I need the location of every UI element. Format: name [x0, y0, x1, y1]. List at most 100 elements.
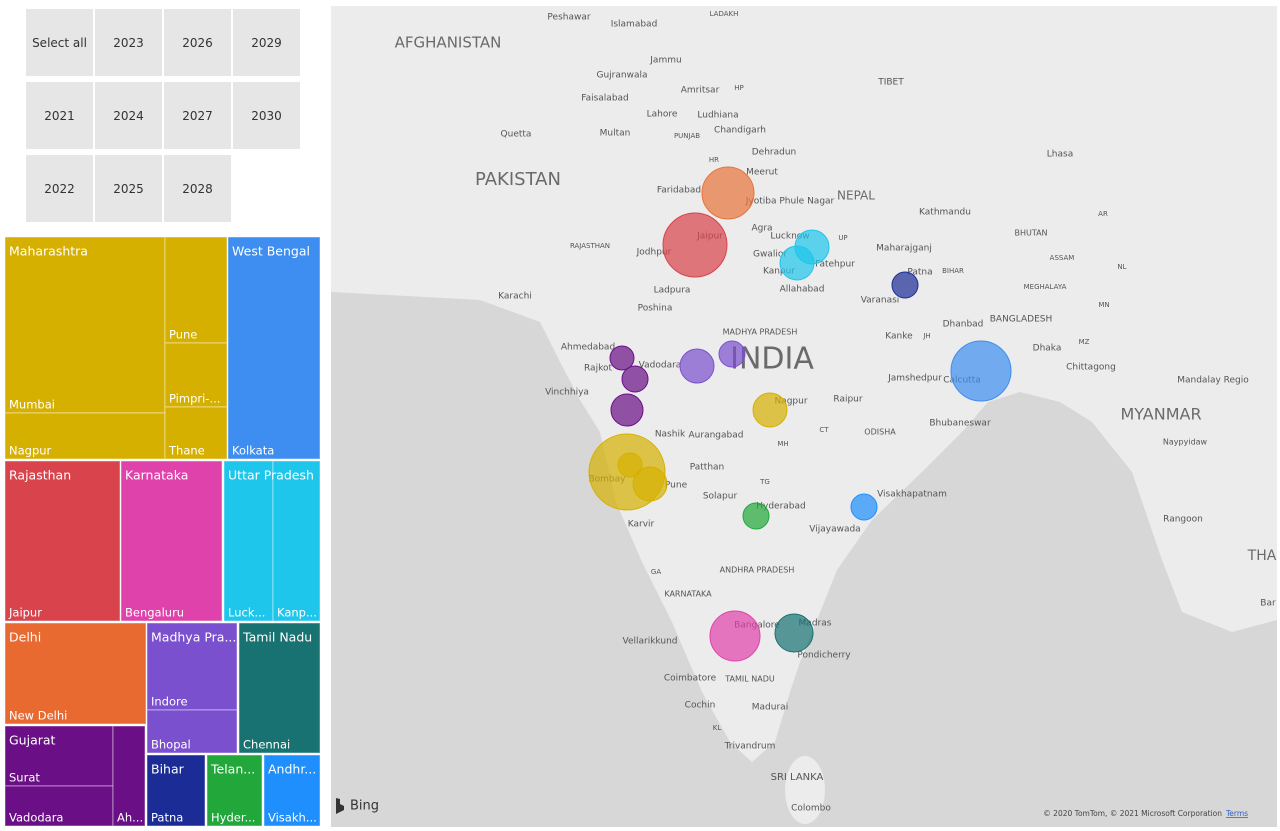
map-label: Dhaka — [1033, 344, 1062, 354]
map-bubble[interactable] — [709, 610, 761, 662]
map-bubble[interactable] — [610, 393, 644, 427]
map-label: HP — [734, 84, 744, 92]
treemap-cell[interactable] — [4, 236, 166, 414]
map-label: Jammu — [649, 56, 681, 66]
map-bubble[interactable] — [679, 348, 715, 384]
treemap-cell[interactable] — [164, 406, 228, 460]
treemap-cell[interactable] — [4, 622, 147, 725]
treemap-cell[interactable] — [146, 709, 238, 754]
treemap-city-label: Pune — [169, 328, 197, 342]
map-label: Patthan — [690, 463, 725, 473]
map-label: Jodhpur — [636, 248, 672, 258]
map-bubble[interactable] — [950, 340, 1012, 402]
map-label: Kanpur — [763, 267, 795, 277]
sri-lanka — [785, 756, 825, 824]
map-label: Poshina — [638, 304, 673, 314]
treemap-cell[interactable] — [263, 754, 320, 827]
treemap-cell[interactable] — [223, 460, 274, 622]
map-bubble[interactable] — [718, 340, 746, 368]
treemap-cell[interactable] — [146, 622, 238, 711]
map-label: Lhasa — [1047, 150, 1073, 160]
map-label: Nashik — [655, 430, 686, 440]
treemap-group-label: Gujarat — [9, 733, 56, 748]
treemap-city-label: Kanp... — [277, 606, 317, 620]
map-bubble[interactable] — [632, 466, 668, 502]
map-bubble[interactable] — [617, 452, 643, 478]
treemap-cell[interactable] — [164, 236, 228, 344]
slicer-tile[interactable]: 2021 — [26, 82, 93, 149]
slicer-tile[interactable]: 2028 — [164, 155, 231, 222]
treemap-group-label: Uttar Pradesh — [228, 468, 314, 483]
map-bubble[interactable] — [891, 271, 919, 299]
map-label: Faridabad — [657, 186, 701, 196]
treemap-cell[interactable] — [120, 460, 223, 622]
map-label: Kathmandu — [919, 208, 971, 218]
treemap-city-label: Hyder... — [211, 811, 255, 825]
map-label: Agra — [751, 224, 772, 234]
map-label: Raipur — [833, 395, 862, 405]
map-bubble[interactable] — [701, 166, 755, 220]
slicer-tile[interactable]: 2024 — [95, 82, 162, 149]
treemap-cell[interactable] — [112, 725, 146, 827]
map-label: Naypyidaw — [1163, 438, 1208, 447]
map-bubble[interactable] — [752, 392, 788, 428]
treemap-group-label: Karnataka — [125, 468, 188, 483]
map-bubble[interactable] — [742, 502, 770, 530]
map-label: Ludhiana — [697, 111, 738, 121]
map-label: Aurangabad — [689, 431, 744, 441]
map-label: CT — [819, 426, 829, 434]
map-bubble[interactable] — [850, 493, 878, 521]
map-label: Vellarikkund — [623, 637, 678, 647]
map-label: Coimbatore — [664, 674, 717, 684]
map-label: MH — [777, 440, 788, 448]
treemap-city-label: Ah... — [117, 811, 143, 825]
treemap-group-label: Madhya Pra... — [151, 630, 236, 645]
treemap-cell[interactable] — [4, 725, 114, 787]
treemap-cell[interactable] — [146, 754, 206, 827]
map-label: Pondicherry — [797, 651, 851, 661]
treemap-cell[interactable] — [227, 236, 320, 460]
slicer-tile[interactable]: Select all — [26, 9, 93, 76]
slicer-tile[interactable]: 2030 — [233, 82, 300, 149]
treemap-cell[interactable] — [206, 754, 263, 827]
slicer-tile[interactable]: 2022 — [26, 155, 93, 222]
treemap-city-label: Indore — [151, 695, 188, 709]
map-label: Jamshedpur — [887, 374, 942, 384]
map-label: ANDHRA PRADESH — [720, 566, 795, 575]
treemap-city-label: Kolkata — [232, 444, 274, 458]
treemap-city-label: New Delhi — [9, 709, 67, 723]
map-bubble[interactable] — [779, 245, 815, 281]
slicer-tile[interactable]: 2029 — [233, 9, 300, 76]
slicer-tile[interactable]: 2026 — [164, 9, 231, 76]
treemap-cell[interactable] — [4, 412, 166, 460]
treemap-cell[interactable] — [238, 622, 320, 754]
treemap-city-label: Jaipur — [8, 606, 42, 620]
map-label: Solapur — [703, 492, 738, 502]
slicer-tile[interactable]: 2023 — [95, 9, 162, 76]
treemap-cell[interactable] — [4, 460, 121, 622]
map-label: Lucknow — [770, 232, 809, 242]
map-label: Fatehpur — [815, 260, 855, 270]
map-label: SRI LANKA — [771, 772, 824, 783]
treemap-cell[interactable] — [272, 460, 320, 622]
map-label: TAMIL NADU — [724, 675, 775, 684]
map-bubble[interactable] — [609, 345, 635, 371]
treemap-group-label: Maharashtra — [9, 244, 88, 259]
map-label: GA — [651, 568, 661, 576]
map-label: Amritsar — [681, 86, 720, 96]
map-label: Karvir — [628, 520, 655, 530]
map-label: MN — [1098, 301, 1109, 309]
slicer-tile[interactable]: 2025 — [95, 155, 162, 222]
map-label: Chittagong — [1066, 363, 1116, 373]
map-label: Gujranwala — [597, 71, 648, 81]
map-terms[interactable]: Terms — [1225, 809, 1248, 818]
map-label: Dhanbad — [943, 320, 984, 330]
map-label: MYANMAR — [1120, 405, 1201, 424]
map-bubble[interactable] — [662, 212, 728, 278]
map-label: Chandigarh — [714, 126, 766, 136]
map-label: ODISHA — [864, 428, 896, 437]
slicer-tile[interactable]: 2027 — [164, 82, 231, 149]
map-bubble[interactable] — [621, 365, 649, 393]
map-bubble[interactable] — [774, 613, 814, 653]
